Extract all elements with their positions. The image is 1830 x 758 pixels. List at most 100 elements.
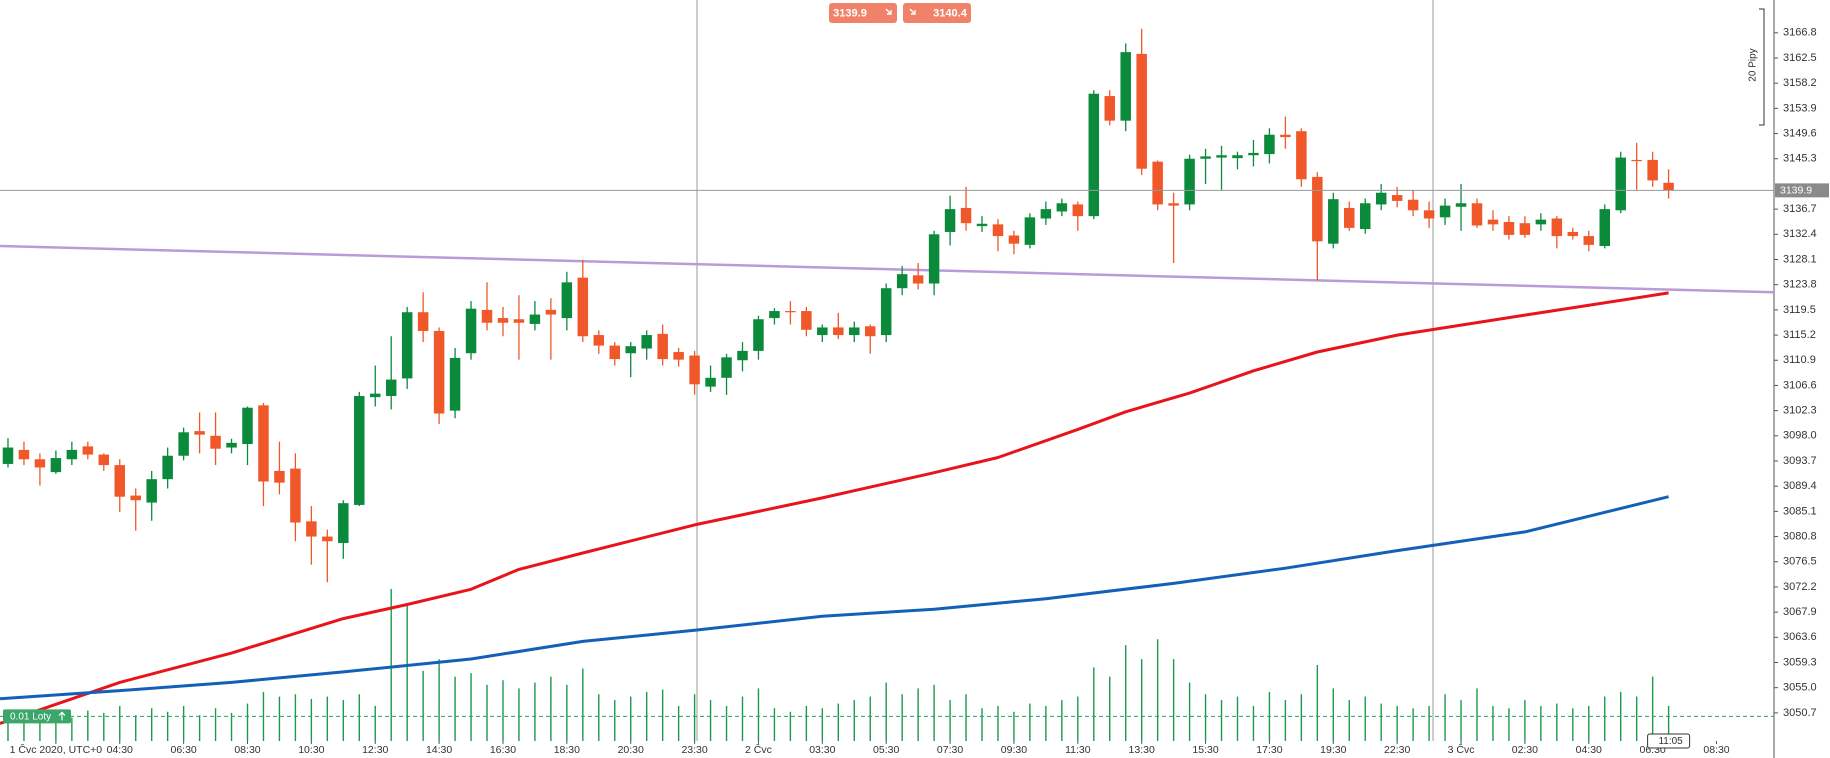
y-tick-label: 3055.0 (1783, 682, 1817, 694)
candle-body (545, 309, 557, 315)
candle-body (849, 327, 860, 336)
candle-body (178, 432, 189, 456)
x-tick-label: 16:30 (490, 744, 516, 756)
candle-body (976, 223, 988, 227)
candle-body (274, 470, 285, 483)
y-tick-label: 3080.8 (1783, 530, 1817, 542)
candle-body (785, 311, 796, 313)
candle-body (322, 536, 333, 542)
candle-body (433, 330, 445, 414)
x-tick-label: 11:30 (1065, 744, 1091, 756)
position-icon (58, 711, 66, 721)
x-tick-label: 04:30 (1576, 744, 1602, 756)
price-label: 3139.9 (1780, 185, 1812, 197)
bid-box[interactable] (829, 3, 897, 23)
candle-body (673, 352, 684, 360)
y-tick-label: 3059.3 (1783, 656, 1817, 668)
y-tick-label: 3136.7 (1783, 203, 1817, 215)
candle-body (1280, 134, 1291, 138)
candle-body (1344, 207, 1355, 228)
candle-body (18, 449, 30, 460)
candle-body (66, 449, 78, 460)
bid-icon (885, 8, 892, 15)
candle-body (194, 431, 205, 435)
candle-body (1663, 182, 1674, 191)
x-tick-label: 08:30 (1703, 744, 1729, 756)
x-tick-label: 13:30 (1129, 744, 1155, 756)
candle-body (1487, 219, 1499, 225)
x-tick-label: 22:30 (1384, 744, 1410, 756)
candle-body (641, 335, 652, 349)
candle-body (1296, 131, 1307, 180)
y-tick-label: 3119.5 (1783, 304, 1816, 316)
y-tick-label: 3063.6 (1783, 631, 1817, 643)
candle-body (880, 288, 892, 336)
candle-body (1471, 203, 1483, 226)
candle-body (960, 207, 972, 224)
candle-body (944, 209, 956, 232)
candle-body (1407, 199, 1419, 211)
y-tick-label: 3110.9 (1783, 354, 1816, 366)
candle-body (721, 357, 732, 378)
ask-box[interactable] (903, 3, 971, 23)
candle-body (1248, 152, 1259, 156)
candle-body (769, 311, 780, 319)
price-label-box (1775, 183, 1829, 198)
candle-body (306, 521, 317, 537)
candle-body (465, 308, 477, 354)
y-tick-label: 3076.5 (1783, 556, 1817, 568)
x-tick-label: 3 Čvc (1448, 743, 1475, 756)
x-tick-label: 04:30 (107, 744, 133, 756)
candle-body (1328, 199, 1339, 244)
candle-body (481, 309, 493, 323)
candle-body (657, 333, 668, 360)
candle-body (1423, 210, 1435, 219)
x-tick-label: 07:30 (937, 744, 963, 756)
y-tick-label: 3132.4 (1783, 228, 1817, 240)
y-tick-label: 3106.6 (1783, 379, 1817, 391)
candle-body (577, 277, 589, 337)
candle-body (338, 503, 349, 544)
pip-bracket (1759, 8, 1765, 126)
candle-body (417, 312, 429, 331)
candle-body (114, 465, 126, 497)
candle-body (242, 407, 253, 445)
y-tick-label: 3085.1 (1783, 505, 1817, 517)
y-tick-label: 3115.2 (1783, 329, 1816, 341)
candle-body (449, 357, 461, 411)
candle-body (912, 275, 924, 284)
y-tick-label: 3166.8 (1783, 27, 1817, 39)
y-tick-label: 3050.7 (1783, 707, 1817, 719)
candle-body (2, 447, 14, 464)
candle-body (1391, 195, 1403, 201)
candle-body (1551, 218, 1563, 237)
candle-body (1455, 203, 1467, 207)
candle-body (1168, 203, 1179, 206)
x-tick-label: 03:30 (809, 744, 835, 756)
axes: 3050.7 3055.0 3059.3 3063.6 3067.9 3072.2 3076… (10, 27, 1829, 756)
candle-body (50, 458, 62, 473)
x-tick-label: 19:30 (1320, 744, 1346, 756)
candle-body (1312, 176, 1323, 242)
current-time: 11:05 (1658, 736, 1683, 747)
candle-body (369, 393, 381, 398)
candle-body (1024, 217, 1036, 245)
candle-body (689, 355, 700, 385)
y-tick-label: 3158.2 (1783, 77, 1817, 89)
candle-body (385, 379, 397, 396)
candle-body (1567, 231, 1579, 237)
candle-body (1599, 209, 1610, 247)
candle-body (1503, 222, 1515, 235)
candle-body (1264, 134, 1275, 155)
y-tick-label: 3153.9 (1783, 102, 1817, 114)
candle-body (609, 345, 621, 360)
candle-body (1439, 205, 1451, 218)
candle-body (817, 327, 828, 336)
x-tick-label: 15:30 (1192, 744, 1218, 756)
plot-area (0, 28, 1774, 741)
candle-body (1088, 93, 1100, 217)
candle-body (497, 318, 509, 323)
candle-body (82, 446, 94, 455)
candle-body (593, 335, 605, 346)
position-box[interactable] (3, 709, 71, 724)
